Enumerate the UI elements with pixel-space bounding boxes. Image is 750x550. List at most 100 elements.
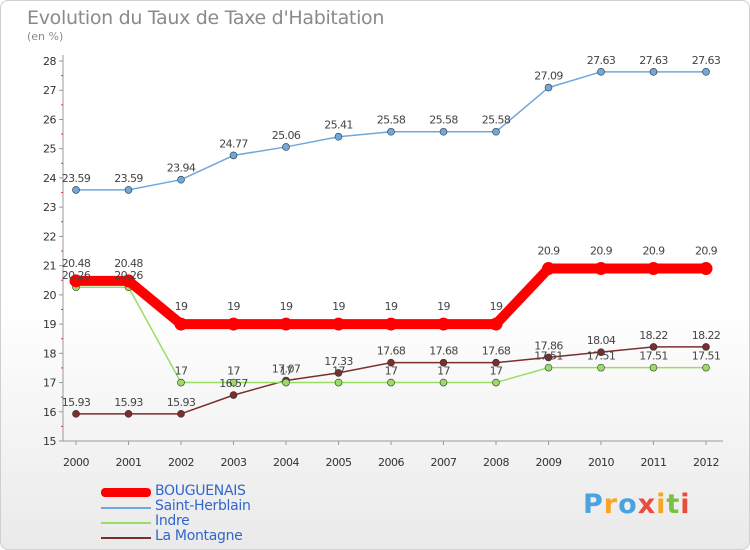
data-point bbox=[544, 363, 553, 372]
data-label: 17.51 bbox=[692, 350, 721, 363]
data-point bbox=[649, 343, 658, 351]
data-label: 19 bbox=[490, 300, 503, 313]
x-tick-label: 2010 bbox=[588, 456, 614, 469]
data-label: 17 bbox=[280, 365, 293, 378]
data-label: 20.26 bbox=[114, 269, 143, 282]
data-label: 24.77 bbox=[219, 137, 248, 150]
data-label: 20.48 bbox=[62, 257, 91, 270]
data-point bbox=[334, 378, 343, 387]
data-label: 20.9 bbox=[695, 245, 718, 258]
data-label: 27.63 bbox=[692, 54, 721, 67]
y-tick-label: 28 bbox=[43, 55, 56, 68]
data-point bbox=[124, 186, 133, 194]
data-point bbox=[177, 410, 185, 418]
data-point bbox=[279, 317, 293, 331]
data-label: 16.57 bbox=[219, 377, 248, 390]
data-point bbox=[69, 274, 83, 288]
data-label: 17.07 bbox=[272, 362, 301, 375]
legend-swatch bbox=[101, 507, 151, 509]
x-tick-label: 2007 bbox=[431, 456, 457, 469]
data-point bbox=[594, 262, 608, 276]
data-point bbox=[649, 68, 658, 76]
data-label: 19 bbox=[332, 300, 345, 313]
data-point bbox=[177, 378, 185, 387]
y-tick-label: 27 bbox=[43, 84, 56, 97]
data-point bbox=[437, 317, 450, 331]
legend-label: Saint-Herblain bbox=[155, 498, 251, 514]
data-point bbox=[492, 127, 500, 136]
y-tick-label: 23 bbox=[43, 201, 56, 214]
data-label: 25.58 bbox=[482, 114, 511, 127]
data-point bbox=[384, 317, 398, 331]
data-point bbox=[702, 363, 710, 372]
data-point bbox=[229, 391, 238, 399]
data-point bbox=[489, 317, 503, 331]
data-point bbox=[544, 353, 553, 362]
data-point bbox=[72, 410, 80, 418]
legend-swatch bbox=[101, 522, 151, 524]
data-point bbox=[702, 343, 710, 351]
y-tick-label: 16 bbox=[43, 406, 56, 419]
y-tick-label: 15 bbox=[43, 435, 56, 448]
y-tick-label: 24 bbox=[43, 172, 56, 185]
chart-subtitle: (en %) bbox=[27, 30, 64, 43]
data-point bbox=[332, 317, 345, 331]
logo-letter: i bbox=[656, 489, 667, 520]
data-label: 20.26 bbox=[62, 269, 91, 282]
data-label: 19 bbox=[280, 300, 293, 313]
data-point bbox=[597, 363, 605, 372]
y-tick-label: 22 bbox=[43, 230, 56, 243]
legend-label: BOUGUENAIS bbox=[155, 483, 246, 499]
data-label: 17.51 bbox=[639, 350, 668, 363]
data-label: 19 bbox=[227, 300, 240, 313]
x-tick-label: 2001 bbox=[116, 456, 142, 469]
data-label: 18.22 bbox=[639, 329, 668, 342]
y-tick-label: 26 bbox=[43, 113, 56, 126]
data-point bbox=[492, 358, 500, 367]
data-label: 17 bbox=[490, 365, 503, 378]
data-point bbox=[649, 363, 658, 372]
data-label: 25.41 bbox=[324, 119, 353, 132]
data-label: 27.63 bbox=[587, 54, 616, 67]
line-chart: 15 16 17 18 19 20 21 22 23 24 25 26 27 28 2000 2001 2002… bbox=[43, 54, 723, 469]
data-label: 18.04 bbox=[587, 334, 616, 347]
data-point bbox=[334, 132, 343, 141]
x-tick-label: 2005 bbox=[326, 456, 352, 469]
data-label: 17.68 bbox=[482, 345, 511, 358]
data-label: 27.09 bbox=[534, 70, 563, 83]
data-label: 17.68 bbox=[429, 345, 458, 358]
data-point bbox=[387, 127, 395, 136]
logo-letter: P bbox=[583, 489, 604, 520]
data-label: 19 bbox=[385, 300, 398, 313]
x-tick-label: 2008 bbox=[483, 456, 509, 469]
data-point bbox=[229, 151, 238, 160]
data-label: 20.9 bbox=[642, 245, 665, 258]
data-label: 17 bbox=[332, 365, 345, 378]
data-label: 20.48 bbox=[114, 257, 143, 270]
legend-label: La Montagne bbox=[155, 528, 243, 544]
data-point bbox=[597, 348, 605, 356]
y-tick-label: 21 bbox=[43, 260, 56, 273]
logo-letter: x bbox=[637, 489, 657, 520]
data-point bbox=[702, 68, 710, 76]
data-label: 20.9 bbox=[537, 245, 560, 258]
x-tick-label: 2006 bbox=[378, 456, 404, 469]
data-label: 17 bbox=[437, 365, 450, 378]
data-point bbox=[544, 83, 553, 92]
data-label: 20.9 bbox=[590, 245, 613, 258]
data-point bbox=[439, 378, 448, 387]
x-tick-label: 2012 bbox=[693, 456, 719, 469]
data-point bbox=[334, 369, 343, 377]
data-label: 17.68 bbox=[377, 345, 406, 358]
x-tick-label: 2011 bbox=[641, 456, 667, 469]
data-label: 15.93 bbox=[167, 396, 196, 409]
data-label: 25.06 bbox=[272, 129, 301, 142]
data-point bbox=[647, 262, 660, 276]
legend-swatch bbox=[101, 537, 151, 539]
data-point bbox=[439, 358, 448, 367]
data-point bbox=[542, 262, 555, 276]
series-line-bouguenais bbox=[71, 263, 711, 330]
x-tick-label: 2009 bbox=[536, 456, 562, 469]
logo-letter: t bbox=[666, 489, 681, 520]
